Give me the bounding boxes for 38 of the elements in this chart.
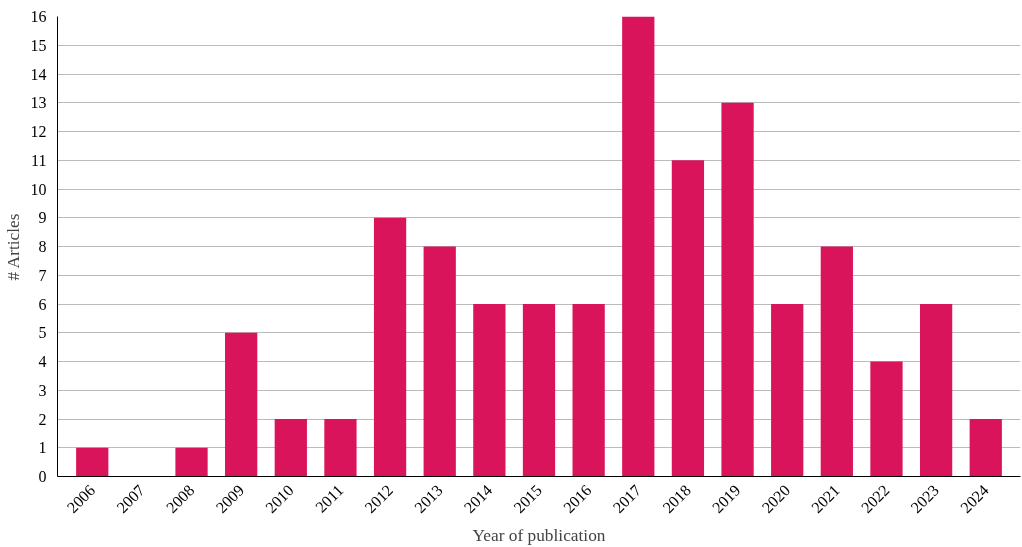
y-axis-title: # Articles [3, 213, 23, 281]
y-tick-label: 3 [38, 381, 47, 399]
y-tick-label: 10 [30, 180, 47, 198]
bar [274, 419, 307, 477]
bar [622, 16, 655, 477]
y-tick-label: 15 [30, 36, 47, 54]
y-tick-label: 7 [38, 266, 47, 284]
y-tick-label: 14 [30, 65, 47, 83]
bar [572, 304, 605, 477]
y-tick-label: 16 [30, 8, 47, 25]
bar [175, 447, 208, 477]
y-tick-label: 9 [38, 209, 47, 227]
y-tick-label: 13 [30, 94, 47, 112]
bar [919, 304, 953, 477]
y-tick-label: 1 [38, 439, 47, 457]
y-tick-label: 8 [38, 238, 47, 255]
bar [373, 217, 407, 477]
y-tick-label: 6 [38, 295, 47, 313]
bar [473, 304, 506, 477]
bar [870, 361, 903, 477]
y-tick-label: 0 [38, 468, 47, 485]
bar [820, 246, 853, 477]
bar [671, 160, 705, 477]
bar [423, 246, 456, 477]
bar [969, 419, 1002, 477]
bar [522, 304, 556, 477]
bar [324, 419, 357, 477]
y-tick-label: 5 [38, 324, 47, 342]
y-tick-label: 12 [30, 123, 47, 140]
bar [771, 304, 804, 477]
bar [225, 332, 258, 477]
y-tick-label: 4 [38, 353, 47, 370]
bar [76, 447, 109, 477]
x-axis-title: Year of publication [472, 525, 606, 545]
y-tick-label: 11 [31, 151, 47, 169]
y-tick-label: 2 [38, 410, 47, 428]
x-tick-label: 2011 [312, 481, 347, 516]
bar [721, 102, 754, 477]
